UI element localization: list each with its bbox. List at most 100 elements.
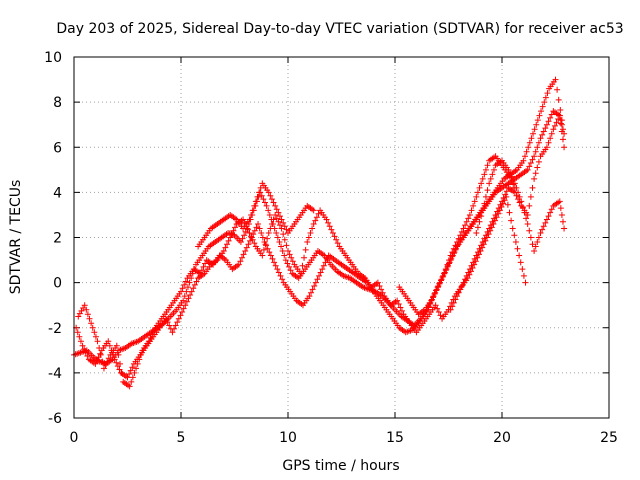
- data-point-track-3: [262, 241, 269, 248]
- data-point-track-3: [95, 354, 102, 361]
- data-point-track-6: [547, 209, 554, 216]
- data-point-track-7: [439, 273, 446, 280]
- data-point-track-3: [315, 210, 322, 217]
- data-point-track-4: [248, 211, 255, 218]
- data-point-track-2: [314, 276, 321, 283]
- data-point-track-6: [527, 234, 534, 241]
- data-point-track-6: [529, 241, 536, 248]
- data-point-track-2: [535, 139, 542, 146]
- data-point-track-3: [283, 242, 290, 249]
- data-point-track-2: [534, 144, 541, 151]
- data-point-track-2: [102, 361, 109, 368]
- data-point-track-3: [506, 209, 513, 216]
- data-point-track-6: [534, 239, 541, 246]
- data-point-track-6: [489, 171, 496, 178]
- data-point-track-3: [273, 215, 280, 222]
- data-point-track-1: [557, 107, 564, 114]
- data-point-track-2: [309, 286, 316, 293]
- data-point-track-7: [455, 235, 462, 242]
- data-point-track-6: [559, 218, 566, 225]
- data-point-track-1: [183, 288, 190, 295]
- data-point-track-5: [450, 299, 457, 306]
- data-point-track-6: [474, 224, 481, 231]
- data-point-track-1: [281, 252, 288, 259]
- data-point-track-1: [528, 135, 535, 142]
- data-point-track-3: [374, 279, 381, 286]
- data-point-track-2: [547, 114, 554, 121]
- plot-frame: [73, 56, 610, 419]
- data-point-track-4: [249, 207, 256, 214]
- data-point-track-5: [471, 255, 478, 262]
- data-point-track-4: [281, 223, 288, 230]
- data-point-track-3: [276, 222, 283, 229]
- data-point-track-7: [462, 222, 469, 229]
- data-point-track-2: [245, 241, 252, 248]
- data-point-track-2: [200, 263, 207, 270]
- data-point-track-5: [499, 198, 505, 205]
- data-point-track-3: [84, 352, 91, 359]
- data-point-track-3: [188, 288, 195, 295]
- data-point-track-6: [537, 229, 544, 236]
- data-point-track-2: [147, 334, 154, 341]
- data-point-track-6: [521, 209, 528, 216]
- data-point-track-1: [274, 234, 281, 241]
- data-point-track-2: [322, 259, 329, 266]
- data-points: [71, 76, 568, 390]
- data-point-track-3: [193, 278, 200, 285]
- data-point-track-5: [466, 266, 473, 273]
- data-point-track-2: [251, 227, 258, 234]
- data-point-track-3: [522, 279, 529, 286]
- data-point-track-4: [267, 192, 274, 199]
- data-point-track-5: [550, 126, 557, 133]
- data-point-track-6: [532, 243, 539, 250]
- data-point-track-6: [539, 226, 546, 233]
- data-point-track-4: [265, 189, 272, 196]
- data-point-track-5: [458, 283, 465, 290]
- data-point-track-2: [317, 269, 324, 276]
- data-point-track-6: [490, 166, 497, 173]
- data-point-track-4: [252, 198, 259, 205]
- data-point-track-1: [180, 297, 187, 304]
- data-point-track-2: [259, 234, 266, 241]
- data-point-track-3: [249, 236, 256, 243]
- data-point-track-3: [325, 219, 332, 226]
- data-point-track-3: [227, 234, 234, 241]
- data-point-track-7: [507, 174, 514, 181]
- data-point-track-3: [278, 225, 285, 232]
- data-point-track-5: [545, 139, 552, 146]
- data-point-track-6: [478, 213, 485, 220]
- data-point-track-7: [444, 261, 451, 268]
- data-point-track-2: [548, 111, 555, 118]
- y-tick-label: 4: [53, 185, 62, 201]
- data-point-track-1: [534, 117, 541, 124]
- data-point-track-3: [289, 258, 296, 265]
- data-point-track-2: [242, 248, 249, 255]
- data-point-track-5: [547, 135, 554, 142]
- data-point-track-3: [108, 347, 115, 354]
- data-point-track-3: [280, 231, 287, 238]
- data-point-track-3: [334, 240, 341, 247]
- data-point-track-3: [177, 312, 184, 319]
- data-point-track-2: [243, 244, 250, 251]
- data-point-track-3: [305, 234, 312, 241]
- data-point-track-3: [77, 338, 84, 345]
- data-point-track-2: [89, 324, 96, 331]
- data-point-track-4: [283, 226, 290, 233]
- data-point-track-3: [220, 248, 227, 255]
- data-point-track-3: [379, 289, 386, 296]
- data-point-track-3: [376, 283, 383, 290]
- data-point-track-2: [267, 252, 274, 259]
- data-point-track-5: [449, 303, 456, 310]
- data-point-track-3: [174, 319, 181, 326]
- data-point-track-5: [557, 117, 564, 124]
- data-point-track-7: [484, 162, 491, 169]
- data-point-track-3: [520, 272, 527, 279]
- data-point-track-2: [274, 266, 281, 273]
- data-point-track-3: [516, 252, 523, 259]
- data-point-track-4: [272, 202, 279, 209]
- chart-title: Day 203 of 2025, Sidereal Day-to-day VTE…: [56, 21, 623, 37]
- data-point-track-7: [447, 252, 454, 259]
- data-point-track-7: [433, 287, 440, 294]
- data-point-track-3: [225, 237, 232, 244]
- data-point-track-2: [131, 369, 138, 376]
